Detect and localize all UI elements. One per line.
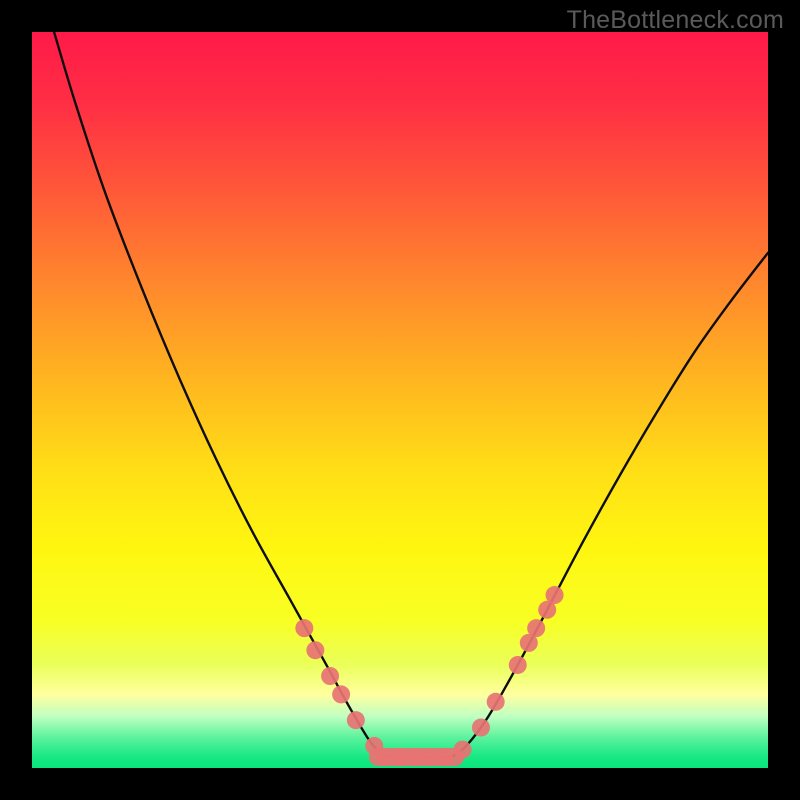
gradient-background (32, 32, 768, 768)
data-marker (527, 619, 545, 637)
data-marker (306, 641, 324, 659)
bottleneck-chart-svg (32, 32, 768, 768)
data-marker (295, 619, 313, 637)
data-marker (454, 741, 472, 759)
data-marker (509, 656, 527, 674)
watermark-text: TheBottleneck.com (567, 6, 784, 35)
data-marker (435, 748, 453, 766)
data-marker (332, 685, 350, 703)
data-marker (472, 719, 490, 737)
chart-frame: TheBottleneck.com (0, 0, 800, 800)
data-marker (347, 711, 365, 729)
data-marker (487, 693, 505, 711)
plot-area (32, 32, 768, 768)
data-marker (321, 667, 339, 685)
data-marker (546, 586, 564, 604)
